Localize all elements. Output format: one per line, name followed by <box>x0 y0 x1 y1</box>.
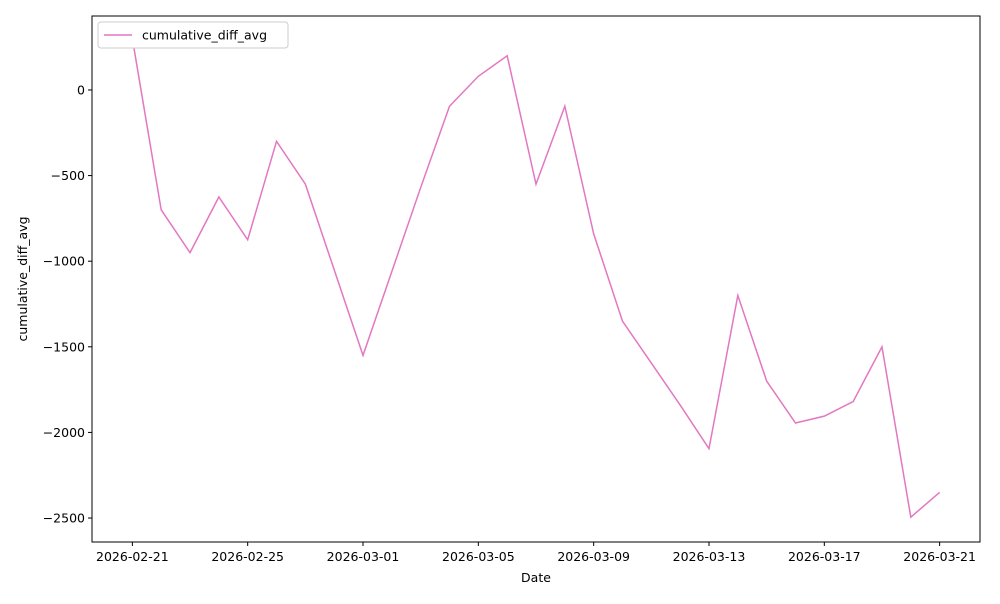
y-axis-label: cumulative_diff_avg <box>15 217 30 342</box>
y-tick-label: −2500 <box>43 511 85 526</box>
y-tick-label: −500 <box>51 168 85 183</box>
x-tick-label: 2026-02-25 <box>211 549 284 564</box>
line <box>131 38 941 519</box>
x-tick-label: 2026-03-21 <box>903 549 976 564</box>
x-tick-label: 2026-02-21 <box>96 549 169 564</box>
y-tick-label: 0 <box>77 82 85 97</box>
y-tick-label: −2000 <box>43 425 85 440</box>
legend-box <box>97 21 289 49</box>
plot-frame <box>91 15 981 543</box>
x-tick-label: 2026-03-13 <box>673 549 746 564</box>
x-tick-label: 2026-03-09 <box>557 549 630 564</box>
x-tick-label: 2026-03-05 <box>442 549 515 564</box>
y-tick-label: −1500 <box>43 339 85 354</box>
y-tick-label: −1000 <box>43 254 85 269</box>
x-axis-label: Date <box>521 570 551 585</box>
x-tick-label: 2026-03-01 <box>327 549 400 564</box>
legend-label: cumulative_diff_avg <box>142 28 267 43</box>
x-tick-label: 2026-03-17 <box>788 549 861 564</box>
